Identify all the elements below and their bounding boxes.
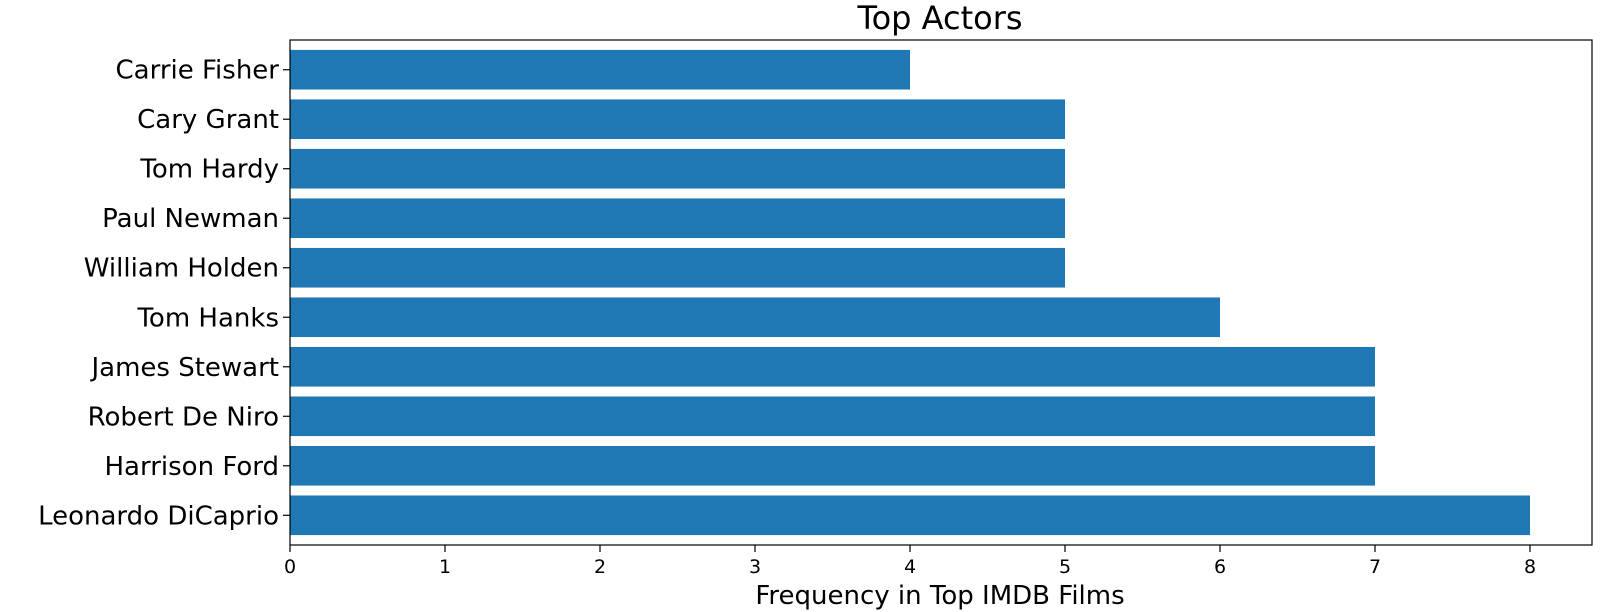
bar [290, 247, 1065, 288]
x-tick-label: 2 [594, 556, 606, 578]
bar [290, 148, 1065, 189]
bar [290, 49, 910, 90]
chart-title: Top Actors [856, 0, 1022, 37]
x-tick-label: 8 [1524, 556, 1536, 578]
bar [290, 346, 1375, 387]
y-tick-label: Leonardo DiCaprio [38, 501, 279, 531]
bar [290, 198, 1065, 239]
y-axis-ticks: Leonardo DiCaprio Harrison Ford Robert De … [38, 56, 290, 531]
y-tick-label: Robert De Niro [88, 402, 279, 432]
bar [290, 396, 1375, 437]
x-tick-label: 4 [904, 556, 916, 578]
bar [290, 445, 1375, 486]
bar [290, 495, 1530, 536]
x-tick-label: 5 [1059, 556, 1071, 578]
bar [290, 99, 1065, 140]
y-tick-label: Carrie Fisher [116, 56, 280, 86]
x-tick-label: 6 [1214, 556, 1226, 578]
x-axis-label: Frequency in Top IMDB Films [755, 581, 1124, 611]
x-tick-label: 7 [1369, 556, 1381, 578]
y-tick-label: Tom Hanks [136, 303, 279, 333]
y-tick-label: Cary Grant [137, 105, 279, 135]
plot-frame [289, 39, 1593, 546]
y-tick-label: Paul Newman [102, 204, 279, 234]
y-tick-label: Tom Hardy [139, 155, 279, 185]
y-tick-label: Harrison Ford [105, 452, 280, 482]
x-tick-label: 3 [749, 556, 761, 578]
y-tick-label: William Holden [84, 254, 279, 284]
bars-group [290, 49, 1530, 536]
x-axis-ticks: 0 1 2 3 4 5 6 7 8 [284, 545, 1536, 578]
y-tick-label: James Stewart [89, 353, 279, 383]
x-tick-label: 1 [439, 556, 451, 578]
x-tick-label: 0 [284, 556, 296, 578]
bar [290, 297, 1220, 338]
